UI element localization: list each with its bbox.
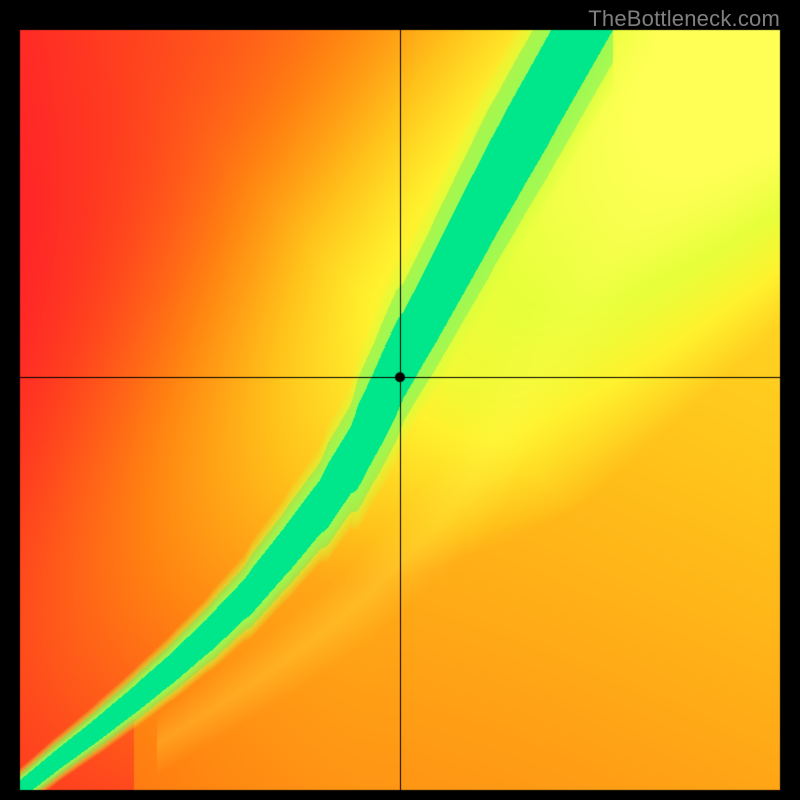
heatmap-canvas [0, 0, 800, 800]
watermark-text: TheBottleneck.com [588, 6, 780, 32]
